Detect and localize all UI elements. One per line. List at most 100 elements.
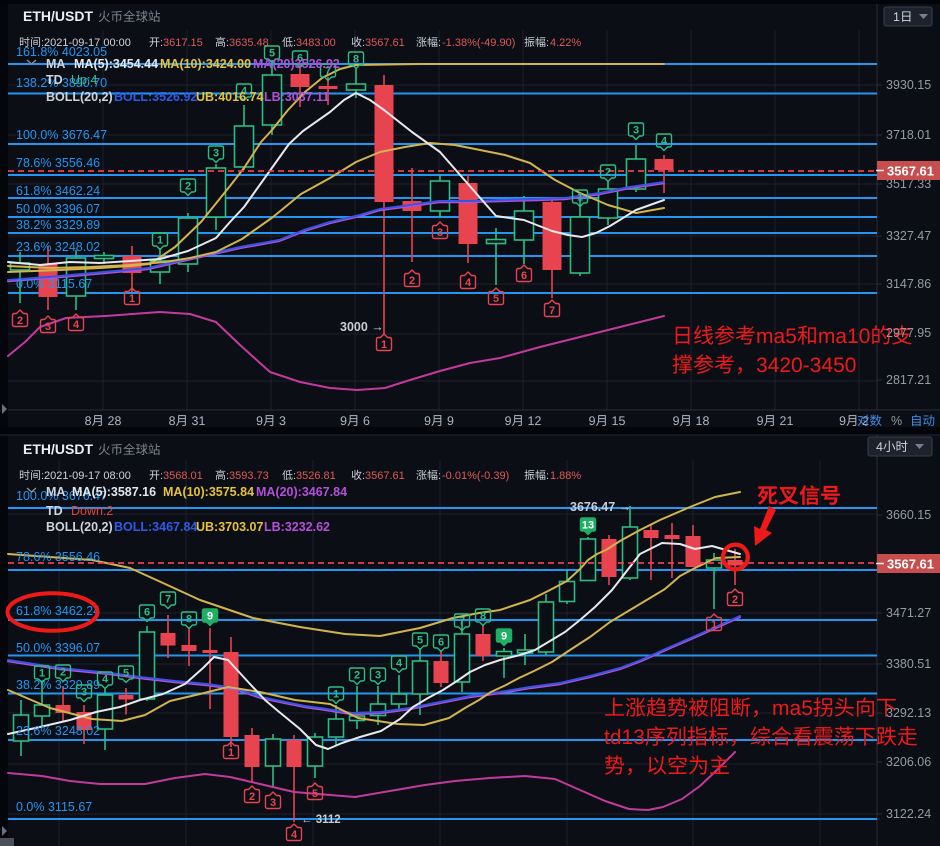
svg-text:3930.15: 3930.15 — [886, 78, 931, 92]
svg-text:UB:4016.74: UB:4016.74 — [196, 90, 263, 104]
svg-text:%: % — [891, 414, 902, 428]
svg-text:7: 7 — [549, 305, 555, 317]
svg-text:78.6% 3556.46: 78.6% 3556.46 — [16, 156, 100, 170]
svg-text:2021-09-17 00:00: 2021-09-17 00:00 — [44, 37, 131, 49]
svg-text:3567.61: 3567.61 — [365, 470, 405, 482]
svg-text:3: 3 — [375, 670, 381, 682]
svg-text:3593.73: 3593.73 — [229, 470, 269, 482]
svg-text:0.0% 3115.67: 0.0% 3115.67 — [16, 277, 92, 291]
svg-text:MA(5):3454.44: MA(5):3454.44 — [74, 57, 158, 71]
svg-text:1: 1 — [711, 619, 717, 631]
svg-text:MA(20):3467.84: MA(20):3467.84 — [256, 485, 347, 499]
svg-text:3471.27: 3471.27 — [886, 606, 931, 620]
svg-text:78.6% 3556.46: 78.6% 3556.46 — [16, 550, 100, 564]
svg-text:61.8% 3462.24: 61.8% 3462.24 — [16, 184, 100, 198]
svg-text:3718.01: 3718.01 — [886, 128, 931, 142]
svg-text:13: 13 — [582, 520, 594, 532]
svg-text:8: 8 — [353, 54, 359, 66]
svg-text:ETH/USDT: ETH/USDT — [23, 8, 93, 24]
svg-text:1: 1 — [228, 747, 234, 759]
svg-text:3380.51: 3380.51 — [886, 657, 931, 671]
svg-text:2977.95: 2977.95 — [886, 326, 931, 340]
svg-text:4: 4 — [465, 277, 472, 289]
svg-text:3327.47: 3327.47 — [886, 229, 931, 243]
svg-text:9: 9 — [207, 611, 213, 623]
svg-text:BOLL:3467.84: BOLL:3467.84 — [114, 520, 197, 534]
svg-text:1.88%: 1.88% — [550, 470, 581, 482]
svg-text:4: 4 — [291, 829, 298, 841]
svg-text:5: 5 — [493, 293, 499, 305]
svg-text:3660.15: 3660.15 — [886, 508, 931, 522]
svg-text:1: 1 — [381, 339, 387, 351]
svg-text:3483.00: 3483.00 — [296, 37, 336, 49]
svg-text:1: 1 — [157, 235, 163, 247]
svg-text:5: 5 — [312, 788, 318, 800]
svg-text:3: 3 — [437, 227, 443, 239]
svg-text:1: 1 — [129, 293, 135, 305]
svg-text:23.6% 3248.02: 23.6% 3248.02 — [16, 724, 100, 738]
svg-text:100.0% 3676.47: 100.0% 3676.47 — [16, 128, 107, 142]
svg-text:7: 7 — [325, 66, 331, 78]
svg-text:4: 4 — [661, 136, 668, 148]
svg-text:0.0% 3115.67: 0.0% 3115.67 — [16, 800, 92, 814]
svg-text:2: 2 — [732, 594, 738, 606]
svg-text:BOLL(20,2): BOLL(20,2) — [46, 520, 113, 534]
svg-text:-0.01%(-0.39): -0.01%(-0.39) — [442, 470, 509, 482]
svg-text:MA(10):3575.84: MA(10):3575.84 — [163, 485, 254, 499]
svg-text:7: 7 — [165, 594, 171, 606]
svg-text:5: 5 — [417, 635, 423, 647]
svg-text:BOLL:3526.92: BOLL:3526.92 — [114, 90, 197, 104]
svg-text:3617.15: 3617.15 — [163, 37, 203, 49]
svg-text:4: 4 — [102, 674, 109, 686]
svg-text:3: 3 — [633, 125, 639, 137]
svg-text:BOLL(20,2): BOLL(20,2) — [46, 90, 113, 104]
svg-text:2021-09-17 08:00: 2021-09-17 08:00 — [44, 470, 131, 482]
svg-text:23.6% 3248.02: 23.6% 3248.02 — [16, 240, 100, 254]
svg-text:3567.61: 3567.61 — [887, 164, 934, 179]
svg-text:MA(20)3526.92: MA(20)3526.92 — [253, 57, 340, 71]
svg-text:3: 3 — [45, 321, 51, 333]
svg-text:2: 2 — [17, 315, 23, 327]
svg-text:6: 6 — [297, 53, 303, 65]
svg-text:5: 5 — [269, 48, 275, 60]
svg-text:4: 4 — [73, 319, 80, 331]
svg-text:MA(5):3587.16: MA(5):3587.16 — [72, 485, 156, 499]
svg-text:2817.21: 2817.21 — [886, 373, 931, 387]
svg-text:Down:2: Down:2 — [71, 504, 113, 518]
svg-text:50.0% 3396.07: 50.0% 3396.07 — [16, 641, 100, 655]
svg-text:3517.33: 3517.33 — [886, 177, 931, 191]
svg-text:3: 3 — [270, 797, 276, 809]
svg-text:TD: TD — [46, 504, 63, 518]
svg-text:6: 6 — [521, 270, 527, 282]
svg-text:3567.61: 3567.61 — [365, 37, 405, 49]
svg-text:3292.13: 3292.13 — [886, 706, 931, 720]
svg-text:MA: MA — [46, 57, 65, 71]
svg-text:4: 4 — [241, 86, 248, 98]
svg-text:3526.81: 3526.81 — [296, 470, 336, 482]
svg-text:3635.48: 3635.48 — [229, 37, 269, 49]
svg-text:1: 1 — [39, 668, 45, 680]
svg-text:2: 2 — [354, 670, 360, 682]
svg-text:← 3112: ← 3112 — [301, 814, 341, 826]
svg-text:2: 2 — [605, 167, 611, 179]
svg-text:3568.01: 3568.01 — [163, 470, 203, 482]
svg-text:2: 2 — [185, 181, 191, 193]
svg-text:ETH/USDT: ETH/USDT — [23, 441, 93, 457]
svg-text:2: 2 — [409, 275, 415, 287]
svg-text:38.2% 3329.89: 38.2% 3329.89 — [16, 218, 100, 232]
svg-text:LB:3037.11: LB:3037.11 — [264, 90, 329, 104]
svg-text:1: 1 — [577, 192, 583, 204]
svg-text:3000 →: 3000 → — [340, 320, 384, 334]
svg-text:4: 4 — [396, 658, 403, 670]
svg-text:50.0% 3396.07: 50.0% 3396.07 — [16, 202, 100, 216]
svg-text:TD: TD — [46, 73, 63, 87]
svg-text:138.2% 3890.70: 138.2% 3890.70 — [16, 76, 107, 90]
svg-text:3122.24: 3122.24 — [886, 807, 931, 821]
svg-text:3: 3 — [213, 148, 219, 160]
svg-text:100.0% 3676.47: 100.0% 3676.47 — [16, 489, 107, 503]
svg-text:LB:3232.62: LB:3232.62 — [264, 520, 330, 534]
svg-text:5: 5 — [123, 668, 129, 680]
svg-text:7: 7 — [459, 616, 465, 628]
svg-text:2: 2 — [60, 667, 66, 679]
svg-text:9: 9 — [501, 631, 507, 643]
